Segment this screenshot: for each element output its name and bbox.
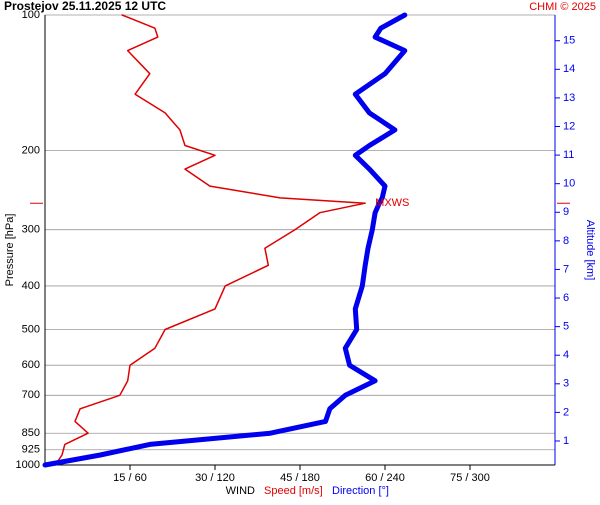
- series-line: [54, 14, 366, 466]
- y2-axis-label: Altitude [km]: [584, 220, 596, 281]
- chart-title: Prostejov 25.11.2025 12 UTC: [4, 0, 166, 13]
- y2-tick-label: 14: [563, 63, 575, 75]
- y2-tick-label: 2: [563, 406, 569, 418]
- y-tick-label: 500: [22, 323, 40, 335]
- y-tick-label: 400: [22, 280, 40, 292]
- y-tick-label: 100: [22, 9, 40, 21]
- y2-tick-label: 3: [563, 378, 569, 390]
- series-line: [42, 12, 408, 468]
- y-tick-label: 850: [22, 427, 40, 439]
- y2-tick-label: 10: [563, 178, 575, 190]
- x-tick-label: 60 / 240: [365, 472, 405, 484]
- y2-tick-label: 8: [563, 235, 569, 247]
- mxws-label: MXWS: [375, 197, 409, 209]
- credit: CHMI © 2025: [529, 1, 596, 13]
- x-tick-label: 45 / 180: [280, 472, 320, 484]
- y-axis-label: Pressure [hPa]: [4, 214, 16, 287]
- y2-tick-label: 1: [563, 435, 569, 447]
- y2-tick-label: 12: [563, 120, 575, 132]
- y-tick-label: 700: [22, 389, 40, 401]
- x-tick-label: 15 / 60: [113, 472, 147, 484]
- y2-tick-label: 15: [563, 35, 575, 47]
- x-axis-label: WIND: [226, 485, 255, 497]
- x-tick-label: 75 / 300: [450, 472, 490, 484]
- y2-tick-label: 7: [563, 263, 569, 275]
- y-tick-label: 300: [22, 224, 40, 236]
- x-axis-label-speed: Speed [m/s]: [264, 485, 323, 497]
- y-tick-label: 200: [22, 144, 40, 156]
- x-axis-label-direction: Direction [°]: [332, 485, 389, 497]
- y2-tick-label: 13: [563, 92, 575, 104]
- y2-tick-label: 9: [563, 206, 569, 218]
- y2-tick-label: 6: [563, 292, 569, 304]
- y-tick-label: 1000: [16, 459, 40, 471]
- x-tick-label: 30 / 120: [195, 472, 235, 484]
- y2-tick-label: 11: [563, 149, 574, 161]
- y2-tick-label: 5: [563, 321, 569, 333]
- y2-tick-label: 4: [563, 349, 569, 361]
- y-tick-label: 925: [22, 444, 40, 456]
- y-tick-label: 600: [22, 359, 40, 371]
